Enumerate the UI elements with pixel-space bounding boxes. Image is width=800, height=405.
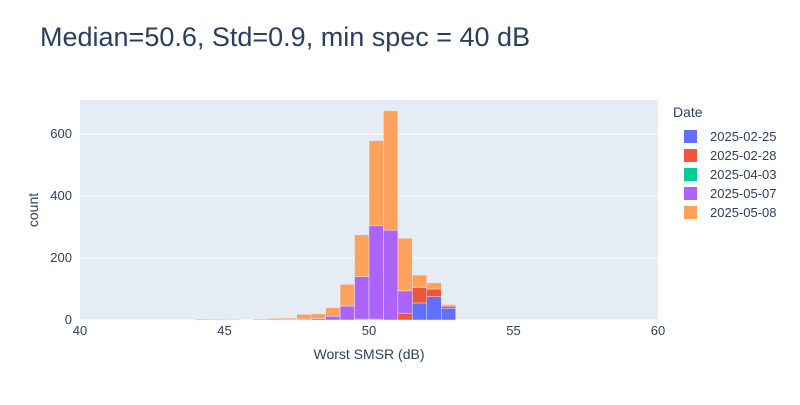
histogram-bar[interactable]: [412, 275, 426, 287]
y-tick-label: 0: [65, 312, 72, 327]
histogram-bar[interactable]: [441, 308, 455, 320]
histogram-bar[interactable]: [398, 313, 412, 320]
histogram-bar[interactable]: [427, 297, 441, 320]
histogram-bar[interactable]: [383, 111, 397, 230]
y-tick-label: 600: [50, 126, 72, 141]
histogram-bar[interactable]: [355, 277, 369, 319]
histogram-bar[interactable]: [398, 238, 412, 291]
y-tick-label: 400: [50, 188, 72, 203]
histogram-bar[interactable]: [225, 319, 239, 320]
histogram-bar[interactable]: [369, 226, 383, 319]
histogram-bar[interactable]: [383, 230, 397, 320]
legend-swatch: [684, 168, 697, 181]
legend-swatch: [684, 206, 697, 219]
legend-label: 2025-05-08: [710, 205, 777, 220]
y-tick-label: 200: [50, 250, 72, 265]
legend-title: Date: [673, 104, 777, 120]
x-tick-label: 40: [73, 323, 87, 338]
y-tick-labels: 0 200 400 600: [50, 126, 72, 327]
histogram-bar[interactable]: [412, 303, 426, 320]
histogram-bar[interactable]: [398, 291, 412, 313]
legend-swatch: [684, 130, 697, 143]
legend-item[interactable]: 2025-02-28: [673, 146, 777, 165]
legend-item[interactable]: 2025-05-07: [673, 184, 777, 203]
legend-label: 2025-02-25: [710, 129, 777, 144]
histogram-bar[interactable]: [210, 319, 224, 320]
legend-label: 2025-05-07: [710, 186, 777, 201]
x-tick-label: 60: [651, 323, 665, 338]
histogram-bar[interactable]: [311, 314, 325, 319]
x-tick-label: 55: [506, 323, 520, 338]
histogram-bar[interactable]: [326, 308, 340, 317]
histogram-bar[interactable]: [412, 287, 426, 302]
chart-title: Median=50.6, Std=0.9, min spec = 40 dB: [40, 22, 530, 53]
legend-item[interactable]: 2025-05-08: [673, 203, 777, 222]
histogram-bar[interactable]: [441, 305, 455, 307]
histogram-bar[interactable]: [196, 319, 210, 320]
legend-item[interactable]: 2025-02-25: [673, 127, 777, 146]
x-tick-label: 45: [217, 323, 231, 338]
histogram-bar[interactable]: [340, 306, 354, 320]
histogram-bar[interactable]: [253, 319, 267, 320]
histogram-bar[interactable]: [297, 314, 311, 319]
histogram-bar[interactable]: [268, 318, 282, 320]
histogram-bar[interactable]: [427, 289, 441, 297]
legend-label: 2025-04-03: [710, 167, 777, 182]
x-tick-label: 50: [362, 323, 376, 338]
legend-label: 2025-02-28: [710, 148, 777, 163]
legend-swatch: [684, 149, 697, 162]
legend-swatch: [684, 187, 697, 200]
histogram-bar[interactable]: [369, 141, 383, 226]
histogram-bar[interactable]: [340, 284, 354, 306]
legend-item[interactable]: 2025-04-03: [673, 165, 777, 184]
histogram-bar[interactable]: [326, 316, 340, 320]
histogram-bar[interactable]: [427, 283, 441, 289]
legend: Date 2025-02-25 2025-02-28 2025-04-03 20…: [673, 104, 777, 222]
histogram-bar[interactable]: [355, 235, 369, 277]
x-tick-labels: 40 45 50 55 60: [73, 323, 665, 338]
histogram-bar[interactable]: [441, 306, 455, 308]
x-axis-title: Worst SMSR (dB): [314, 346, 425, 362]
y-axis-title: count: [25, 193, 41, 227]
histogram-bar[interactable]: [282, 318, 296, 320]
